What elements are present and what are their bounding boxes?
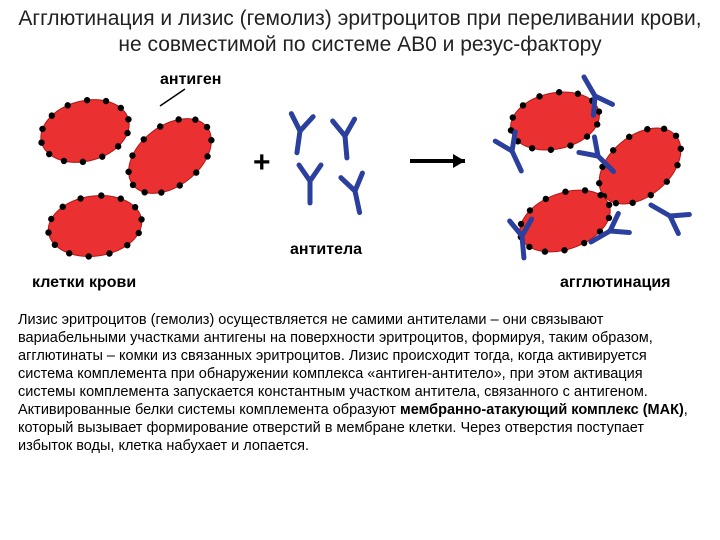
label-blood-cells: клетки крови — [32, 274, 136, 292]
agglutination-diagram: антиген клетки крови антитела агглютинац… — [0, 61, 720, 311]
label-agglutination: агглютинация — [560, 274, 671, 292]
label-antibodies: антитела — [290, 241, 362, 259]
plus-symbol: + — [253, 146, 271, 180]
page-title: Агглютинация и лизис (гемолиз) эритроцит… — [0, 0, 720, 61]
body-text: Лизис эритроцитов (гемолиз) осуществляет… — [0, 311, 720, 464]
label-antigen: антиген — [160, 71, 221, 89]
body-bold: мембранно-атакующий комплекс (МАК) — [400, 402, 684, 418]
